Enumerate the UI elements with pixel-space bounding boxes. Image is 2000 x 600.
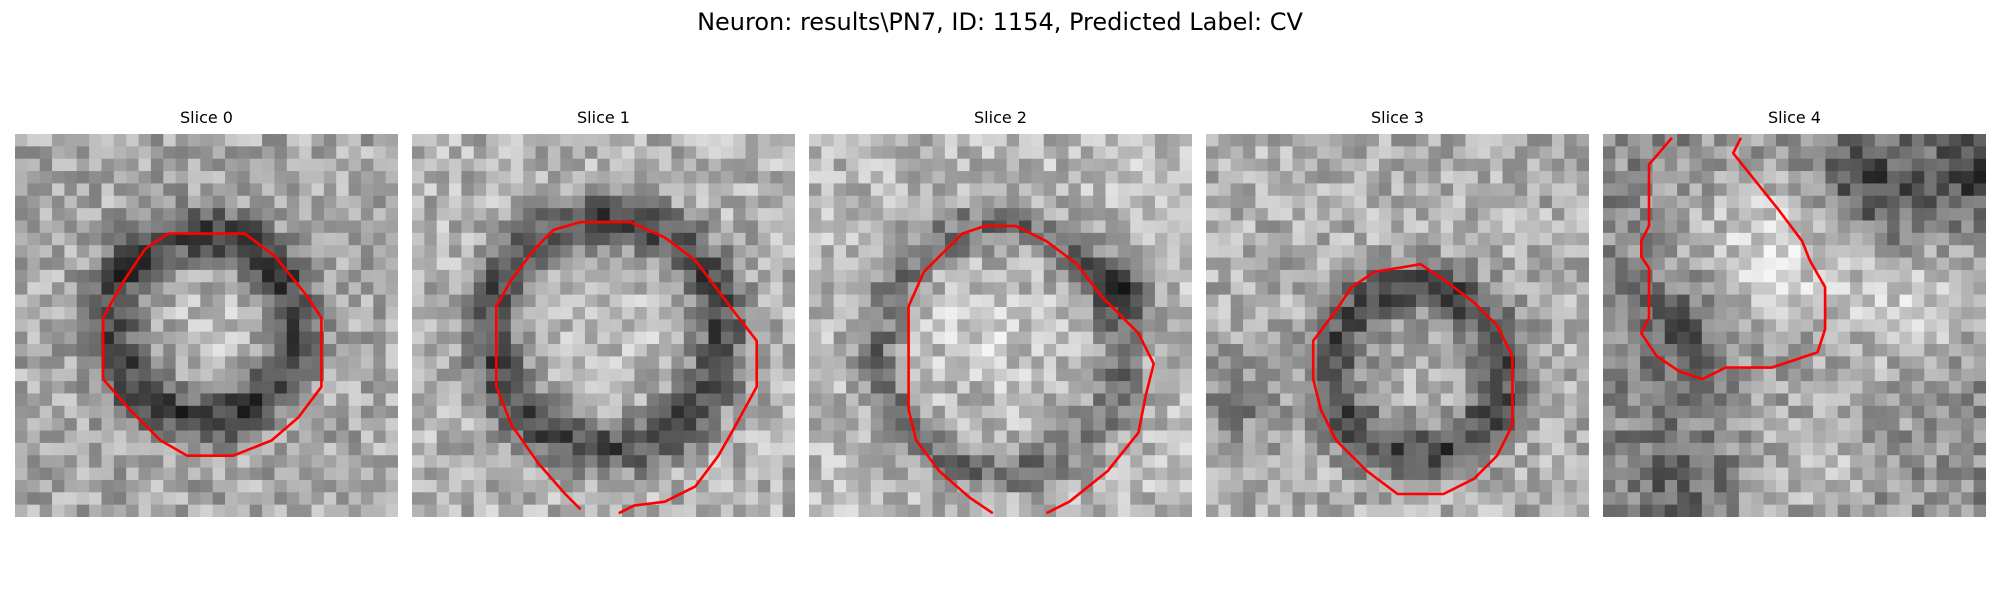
slice-panel-2: Slice 2 [809,108,1192,520]
segmentation-contour [907,224,1156,515]
pixel-grid [412,134,795,517]
pixel-grid [15,134,398,517]
slice-panel-4: Slice 4 [1603,108,1986,520]
segmentation-contour [101,232,323,458]
slice-title: Slice 1 [577,108,630,127]
segmentation-contour [1311,262,1514,496]
slice-image [1603,134,1986,517]
slice-title: Slice 0 [180,108,233,127]
slice-image [15,134,398,517]
slice-panel-0: Slice 0 [15,108,398,520]
figure-title: Neuron: results\PN7, ID: 1154, Predicted… [697,8,1303,36]
pixel-grid [1603,134,1986,517]
slice-image [1206,134,1589,517]
slice-image [809,134,1192,517]
segmentation-contour [495,220,759,515]
pixel-grid [809,134,1192,517]
slice-title: Slice 2 [974,108,1027,127]
slice-panel-3: Slice 3 [1206,108,1589,520]
pixel-grid [1206,134,1589,517]
slice-title: Slice 3 [1371,108,1424,127]
slice-image [412,134,795,517]
slice-title: Slice 4 [1768,108,1821,127]
slice-panel-1: Slice 1 [412,108,795,520]
segmentation-contour [1639,136,1827,381]
